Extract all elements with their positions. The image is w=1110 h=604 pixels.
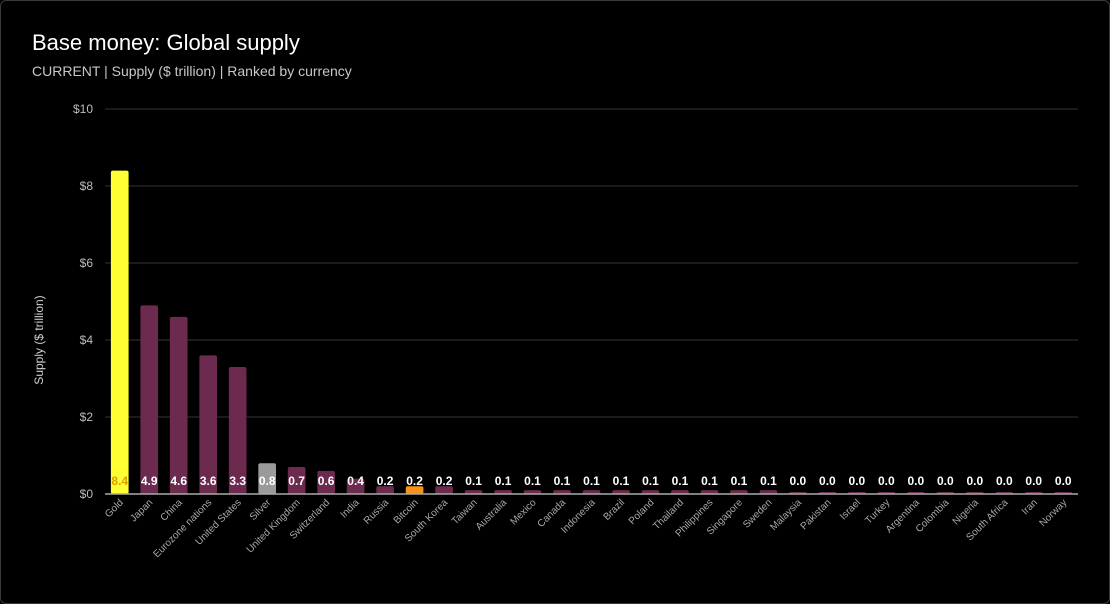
category-label: China <box>159 497 186 524</box>
data-label: 4.6 <box>170 474 187 488</box>
bar <box>140 305 159 494</box>
data-label: 3.3 <box>229 474 246 488</box>
y-tick-label: $0 <box>80 487 94 501</box>
bars <box>110 170 1073 494</box>
data-label: 0.1 <box>672 474 689 488</box>
category-label: Norway <box>1038 497 1070 529</box>
category-label: Japan <box>128 497 155 524</box>
bar <box>523 490 542 494</box>
bar <box>228 366 247 494</box>
category-label: Malaysia <box>768 497 804 533</box>
bar <box>376 486 394 494</box>
bar <box>730 490 748 494</box>
data-label: 0.4 <box>347 474 364 488</box>
bar <box>612 490 630 494</box>
bar <box>199 355 218 494</box>
category-label: Israel <box>838 497 863 522</box>
category-label: Iran <box>1020 497 1040 517</box>
bar <box>110 170 129 494</box>
bar <box>435 486 453 494</box>
y-tick-label: $2 <box>80 410 94 424</box>
y-tick-label: $8 <box>80 179 94 193</box>
data-label: 3.6 <box>200 474 217 488</box>
bar <box>464 490 483 494</box>
category-label: Silver <box>248 497 274 523</box>
bar <box>317 470 335 494</box>
category-label: Gold <box>103 497 126 520</box>
data-label: 0.1 <box>524 474 541 488</box>
data-label: 8.4 <box>111 474 128 488</box>
data-label: 0.1 <box>583 474 600 488</box>
data-label: 0.1 <box>465 474 482 488</box>
category-label: Bitcoin <box>392 497 421 526</box>
data-label: 0.1 <box>642 474 659 488</box>
y-tick-label: $4 <box>80 333 94 347</box>
bar <box>671 490 689 494</box>
data-label: 0.1 <box>554 474 571 488</box>
y-axis-label: Supply ($ trillion) <box>32 295 46 384</box>
category-label: Russia <box>362 497 392 527</box>
category-label: Brazil <box>602 497 627 522</box>
category-label: Pakistan <box>799 497 834 532</box>
data-label: 0.7 <box>288 474 305 488</box>
data-label: 0.8 <box>259 474 276 488</box>
data-label: 0.0 <box>790 474 807 488</box>
data-label: 0.1 <box>701 474 718 488</box>
bar <box>169 316 188 494</box>
data-label: 0.0 <box>878 474 895 488</box>
data-label: 4.9 <box>141 474 158 488</box>
data-label: 0.0 <box>1055 474 1072 488</box>
bar <box>405 486 424 494</box>
data-label: 0.6 <box>318 474 335 488</box>
category-label: Australia <box>474 497 510 533</box>
bar <box>494 490 512 494</box>
category-label: Mexico <box>508 497 538 527</box>
bar <box>641 490 660 494</box>
bar <box>700 490 719 494</box>
data-label: 0.1 <box>613 474 630 488</box>
bar <box>759 490 778 494</box>
bar <box>346 478 365 494</box>
y-axis-ticks: $0 $2 $4 $6 $8 $10 <box>73 102 93 501</box>
data-label: 0.2 <box>377 474 394 488</box>
data-label: 0.1 <box>731 474 748 488</box>
data-label: 0.0 <box>937 474 954 488</box>
bar <box>553 490 571 494</box>
data-label: 0.2 <box>406 474 423 488</box>
data-label: 0.0 <box>1025 474 1042 488</box>
data-label: 0.0 <box>907 474 924 488</box>
data-labels: 8.4 4.9 4.6 3.6 3.3 0.8 0.7 0.6 0.4 0.2 0.2 0.2 0.1 0… <box>111 474 1072 488</box>
data-label: 0.1 <box>495 474 512 488</box>
data-label: 0.0 <box>996 474 1013 488</box>
y-tick-label: $6 <box>80 256 94 270</box>
data-label: 0.0 <box>966 474 983 488</box>
data-label: 0.1 <box>760 474 777 488</box>
data-label: 0.0 <box>819 474 836 488</box>
data-label: 0.2 <box>436 474 453 488</box>
chart-title: Base money: Global supply <box>32 30 300 55</box>
y-tick-label: $10 <box>73 102 93 116</box>
bar <box>258 463 277 494</box>
category-label: India <box>339 497 362 520</box>
chart-subtitle: CURRENT | Supply ($ trillion) | Ranked b… <box>32 63 352 79</box>
bar <box>287 467 306 494</box>
bar <box>582 490 601 494</box>
data-label: 0.0 <box>849 474 866 488</box>
gridlines <box>105 108 1078 418</box>
